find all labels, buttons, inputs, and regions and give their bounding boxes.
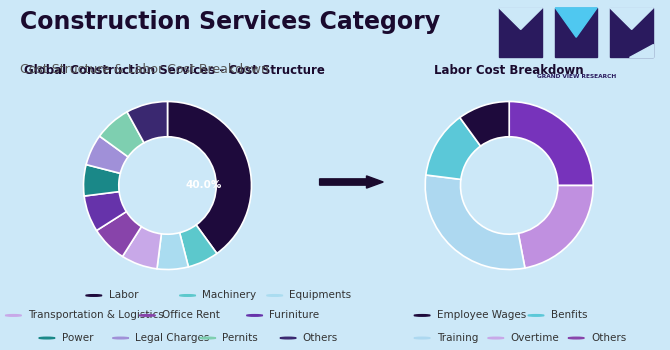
Text: Labor Cost Breakdown: Labor Cost Breakdown <box>434 64 584 77</box>
Wedge shape <box>180 225 217 267</box>
Text: Legal Charges: Legal Charges <box>135 333 210 343</box>
Text: Others: Others <box>591 333 626 343</box>
Wedge shape <box>86 136 128 173</box>
Circle shape <box>5 315 21 316</box>
Wedge shape <box>96 212 141 257</box>
Circle shape <box>528 315 544 316</box>
Circle shape <box>414 315 430 316</box>
Circle shape <box>200 337 216 339</box>
Wedge shape <box>100 112 144 157</box>
Text: Cost Structure & Labor Cost Breakdown: Cost Structure & Labor Cost Breakdown <box>20 63 269 76</box>
Circle shape <box>568 337 584 339</box>
Circle shape <box>488 337 504 339</box>
Text: Pernits: Pernits <box>222 333 258 343</box>
Circle shape <box>280 337 296 339</box>
Text: Office Rent: Office Rent <box>162 310 220 320</box>
Bar <box>610 8 653 57</box>
Text: Equipments: Equipments <box>289 290 352 300</box>
Text: Furiniture: Furiniture <box>269 310 320 320</box>
Text: Others: Others <box>303 333 338 343</box>
Wedge shape <box>168 102 251 253</box>
Text: 40.0%: 40.0% <box>186 181 222 190</box>
Circle shape <box>86 295 102 296</box>
Text: Overtime: Overtime <box>511 333 559 343</box>
Circle shape <box>180 295 196 296</box>
Text: Employee Wages: Employee Wages <box>437 310 526 320</box>
Circle shape <box>113 337 129 339</box>
Wedge shape <box>460 102 509 146</box>
Bar <box>499 8 543 57</box>
Polygon shape <box>629 44 653 57</box>
Text: Benfits: Benfits <box>551 310 587 320</box>
Wedge shape <box>509 102 593 186</box>
Text: Power: Power <box>62 333 93 343</box>
Text: Labor: Labor <box>109 290 138 300</box>
Circle shape <box>139 315 155 316</box>
Bar <box>555 8 597 57</box>
Text: Machinery: Machinery <box>202 290 257 300</box>
Polygon shape <box>555 8 597 37</box>
Circle shape <box>247 315 263 316</box>
Wedge shape <box>123 227 161 269</box>
Polygon shape <box>610 8 653 29</box>
Wedge shape <box>127 102 168 143</box>
Circle shape <box>267 295 283 296</box>
Text: Global Construction Services - Cost Structure: Global Construction Services - Cost Stru… <box>23 64 325 77</box>
Wedge shape <box>84 191 127 231</box>
Text: Training: Training <box>437 333 478 343</box>
Text: Transportation & Logistics: Transportation & Logistics <box>28 310 164 320</box>
Circle shape <box>414 337 430 339</box>
Text: Construction Services Category: Construction Services Category <box>20 10 440 35</box>
Polygon shape <box>499 8 543 29</box>
Wedge shape <box>426 118 480 180</box>
Wedge shape <box>425 175 525 270</box>
Wedge shape <box>157 233 188 270</box>
Wedge shape <box>84 164 121 196</box>
Circle shape <box>39 337 55 339</box>
Text: GRAND VIEW RESEARCH: GRAND VIEW RESEARCH <box>537 74 616 79</box>
Wedge shape <box>519 186 593 268</box>
